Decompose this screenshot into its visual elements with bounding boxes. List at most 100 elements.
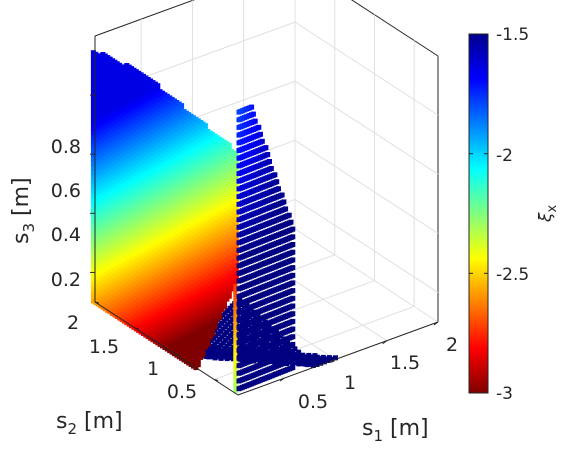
x-tick-label: 0.5 — [298, 391, 328, 413]
data-point — [236, 355, 242, 361]
data-point — [285, 339, 290, 345]
data-point — [318, 360, 324, 366]
data-point — [233, 289, 238, 294]
data-point — [233, 307, 238, 312]
x-tick-labels: 0.5 1 1.5 2 — [298, 334, 458, 413]
data-point — [222, 299, 227, 305]
colorbar-tick-label: -2.5 — [496, 265, 529, 285]
z-axis-label: s3 [m] — [9, 177, 38, 244]
data-point — [202, 123, 208, 129]
data-point — [233, 187, 239, 193]
z-tick-labels: 0.2 0.4 0.6 0.8 — [51, 136, 81, 291]
data-point — [233, 205, 239, 211]
data-point — [236, 370, 242, 376]
data-point — [236, 171, 242, 177]
data-point — [210, 327, 216, 333]
data-point — [233, 293, 238, 298]
data-point — [236, 201, 242, 207]
data-point — [233, 367, 238, 371]
box-edge — [350, 0, 439, 57]
data-point — [233, 160, 239, 166]
data-point — [233, 333, 238, 338]
data-point — [233, 249, 239, 255]
data-point — [233, 315, 238, 320]
data-point — [212, 324, 218, 330]
data-point — [233, 363, 238, 368]
data-point — [233, 227, 239, 233]
data-point — [233, 385, 238, 390]
data-point — [236, 155, 242, 161]
data-point — [233, 348, 238, 353]
data-point — [229, 286, 235, 292]
data-point — [233, 174, 239, 180]
data-point — [236, 117, 242, 123]
data-point — [226, 143, 232, 148]
data-point — [236, 217, 242, 223]
data-point — [236, 270, 242, 276]
data-point — [200, 347, 206, 353]
data-point — [255, 313, 261, 318]
data-point — [233, 214, 239, 220]
x-tick-mark — [279, 377, 285, 382]
data-point — [195, 362, 201, 368]
data-point — [236, 178, 242, 184]
data-point — [217, 314, 223, 320]
data-point — [212, 319, 218, 325]
data-point — [233, 169, 239, 175]
x-axis-label: s1 [m] — [362, 416, 429, 445]
colorbar-ticks — [469, 33, 488, 394]
data-point — [205, 341, 211, 347]
data-point — [236, 340, 242, 346]
y-tick-labels: 0.5 1 1.5 2 — [67, 312, 197, 403]
data-point — [314, 362, 320, 367]
data-point — [236, 332, 242, 338]
data-point — [233, 200, 239, 206]
grid-line — [294, 199, 439, 293]
data-point — [233, 355, 238, 360]
x-tick-mark — [433, 321, 439, 326]
z-tick-label: 0.4 — [51, 224, 81, 246]
data-point — [233, 300, 238, 305]
data-point — [236, 324, 242, 330]
data-point — [273, 329, 279, 335]
data-point — [207, 334, 213, 340]
data-point — [233, 285, 238, 290]
grid-line — [294, 80, 439, 175]
grid-line — [294, 21, 439, 116]
data-point — [233, 183, 239, 189]
data-point — [325, 358, 331, 363]
x-tick-mark — [331, 359, 336, 363]
data-point — [236, 363, 242, 369]
data-point — [155, 83, 161, 89]
data-point — [236, 263, 242, 269]
data-point — [303, 356, 309, 362]
data-point — [236, 317, 242, 323]
data-point — [229, 282, 235, 287]
data-point — [226, 293, 232, 299]
data-point — [233, 258, 239, 264]
data-point — [233, 262, 239, 268]
data-point — [307, 359, 313, 365]
data-point — [233, 296, 238, 301]
data-point — [233, 374, 238, 379]
data-point — [219, 306, 225, 312]
data-point — [233, 311, 238, 316]
y-tick-mark — [214, 379, 219, 381]
data-point — [233, 245, 239, 251]
data-point — [233, 378, 238, 383]
data-point — [233, 178, 239, 184]
data-point — [236, 378, 242, 384]
data-point — [217, 309, 223, 315]
colorbar-tick-label: -1.5 — [496, 25, 529, 45]
y-axis-label: s2 [m] — [56, 409, 123, 438]
z-tick-label: 0.8 — [51, 136, 81, 158]
data-point — [233, 218, 239, 224]
data-point — [236, 301, 242, 307]
data-point — [233, 271, 239, 277]
data-point — [236, 224, 242, 230]
y-tick-mark — [134, 327, 139, 330]
data-point — [233, 192, 239, 197]
data-point — [310, 363, 316, 368]
data-point — [296, 349, 302, 355]
